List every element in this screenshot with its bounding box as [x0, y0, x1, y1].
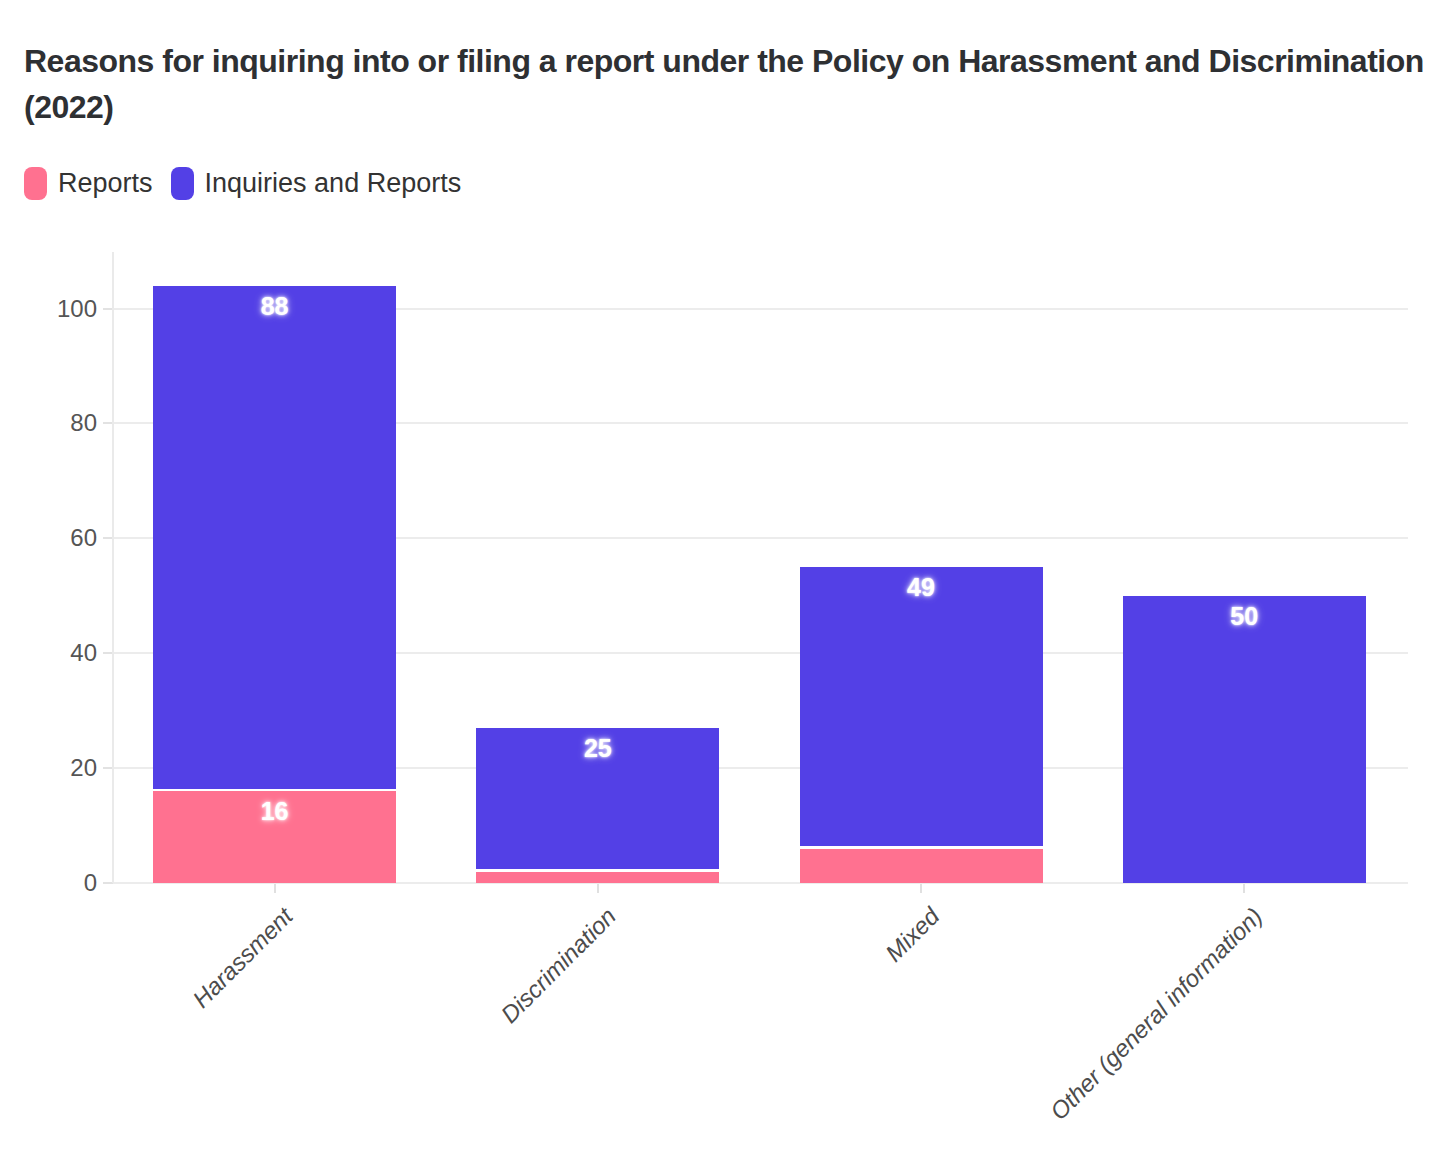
bar-segment-reports-mixed[interactable]	[800, 849, 1043, 883]
y-axis-line	[112, 252, 114, 883]
x-axis-category-label: Mixed	[881, 903, 945, 967]
bar-label: 25	[518, 734, 678, 762]
bar-label: 49	[841, 573, 1001, 601]
y-axis-tick-label: 100	[0, 293, 97, 325]
x-axis-category-label: Discrimination	[496, 903, 621, 1028]
bar-segment-reports-discrimination[interactable]	[476, 872, 719, 883]
chart-container: Reasons for inquiring into or filing a r…	[0, 0, 1448, 1150]
y-axis-tick-label: 60	[0, 522, 97, 554]
bar-label: 50	[1164, 602, 1324, 630]
x-axis-category-label: Other (general information)	[1045, 903, 1267, 1125]
y-axis-tick-label: 0	[0, 867, 97, 899]
plot-area: 0 20 40 60 80 100 16 88 Harassment 25 Discriminati…	[0, 0, 1448, 1150]
x-axis-tick	[597, 884, 599, 893]
y-axis-tick-label: 80	[0, 407, 97, 439]
bar-label: 16	[195, 797, 355, 825]
bar-label: 88	[195, 292, 355, 320]
bar-segment-inquiries-and-reports-other-general-information-[interactable]	[1123, 596, 1366, 883]
x-axis-tick	[1243, 884, 1245, 893]
y-axis-tick-label: 40	[0, 637, 97, 669]
y-axis-tick-label: 20	[0, 752, 97, 784]
x-axis-tick	[274, 884, 276, 893]
bar-segment-inquiries-and-reports-mixed[interactable]	[800, 567, 1043, 846]
bar-segment-inquiries-and-reports-harassment[interactable]	[153, 286, 396, 789]
x-axis-tick	[920, 884, 922, 893]
x-axis-category-label: Harassment	[188, 903, 298, 1013]
